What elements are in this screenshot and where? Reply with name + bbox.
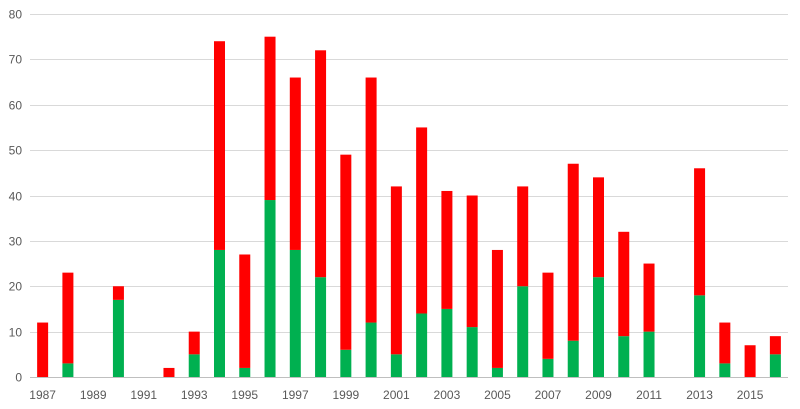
bar-segment-1997-series-2 [289, 77, 301, 250]
bar-segment-2011-series-2 [643, 263, 655, 332]
bar-segment-2006-series-2 [517, 186, 529, 287]
bar-segment-1988-series-2 [62, 272, 74, 364]
bars [37, 36, 781, 378]
bar-segment-2014-series-1 [719, 363, 731, 377]
x-tick-label: 2007 [535, 388, 562, 402]
bar-segment-2007-series-1 [542, 358, 554, 377]
bar-segment-2002-series-1 [416, 313, 428, 377]
bar-segment-1995-series-1 [239, 367, 251, 377]
bar-segment-2010-series-2 [618, 231, 630, 337]
bar-segment-1998-series-1 [315, 277, 327, 377]
bar-segment-2005-series-1 [491, 367, 503, 377]
bar-segment-2003-series-1 [441, 308, 453, 377]
bar-segment-1992-series-2 [163, 367, 175, 377]
bar-segment-1994-series-1 [214, 249, 225, 377]
y-axis-tick-labels: 0 10 20 30 40 50 60 70 80 [9, 8, 23, 385]
x-tick-label: 2011 [636, 388, 662, 402]
x-tick-label: 2015 [737, 388, 764, 402]
bar-segment-2009-series-1 [593, 277, 604, 377]
bar-segment-1987-series-2 [37, 322, 49, 377]
bar-segment-2001-series-1 [390, 354, 402, 377]
bar-segment-1997-series-1 [289, 249, 301, 377]
y-tick-label: 20 [9, 280, 23, 294]
x-tick-label: 2009 [585, 388, 612, 402]
x-axis-tick-labels: 1987 1989 1991 1993 1995 1997 1999 2001 2003 2005… [29, 388, 763, 402]
x-tick-label: 1995 [231, 388, 258, 402]
y-tick-label: 70 [9, 53, 23, 67]
y-tick-label: 10 [9, 326, 23, 340]
y-tick-label: 50 [9, 144, 23, 158]
x-tick-label: 1993 [181, 388, 208, 402]
bar-segment-1998-series-2 [315, 50, 327, 278]
bar-segment-2010-series-1 [618, 336, 630, 377]
bar-segment-2006-series-1 [517, 286, 529, 377]
bar-segment-1999-series-1 [340, 349, 352, 377]
bar-segment-1993-series-1 [188, 354, 200, 377]
bar-segment-2002-series-2 [416, 127, 428, 314]
y-tick-label: 60 [9, 99, 23, 113]
y-tick-label: 40 [9, 190, 23, 204]
x-tick-label: 1999 [332, 388, 359, 402]
x-tick-label: 1989 [80, 388, 107, 402]
x-tick-label: 1997 [282, 388, 309, 402]
bar-segment-1994-series-2 [214, 41, 225, 250]
x-tick-label: 2013 [686, 388, 713, 402]
bar-segment-1990-series-1 [112, 299, 124, 377]
bar-segment-2008-series-2 [567, 163, 579, 341]
y-tick-label: 80 [9, 8, 23, 22]
bar-segment-2015-series-2 [744, 345, 756, 377]
bar-segment-1999-series-2 [340, 154, 352, 350]
bar-segment-2000-series-2 [365, 77, 377, 323]
bar-segment-2011-series-1 [643, 331, 655, 378]
bar-segment-2008-series-1 [567, 340, 579, 377]
y-tick-label: 0 [15, 371, 22, 385]
gridlines [30, 14, 788, 333]
x-tick-label: 2005 [484, 388, 511, 402]
bar-segment-1995-series-2 [239, 254, 251, 368]
bar-segment-2014-series-2 [719, 322, 731, 364]
bar-segment-2004-series-2 [466, 195, 478, 328]
bar-segment-2005-series-2 [491, 249, 503, 368]
bar-segment-2016-series-1 [769, 354, 781, 377]
x-tick-label: 2003 [434, 388, 461, 402]
bar-segment-1990-series-2 [112, 286, 124, 300]
x-tick-label: 2001 [383, 388, 410, 402]
bar-segment-1993-series-2 [188, 331, 200, 355]
bar-segment-2016-series-2 [769, 336, 781, 355]
bar-segment-2000-series-1 [365, 322, 377, 377]
bar-segment-1988-series-1 [62, 363, 74, 377]
bar-segment-2004-series-1 [466, 327, 478, 377]
bar-segment-2007-series-2 [542, 272, 554, 359]
bar-segment-1996-series-1 [264, 200, 276, 377]
bar-segment-1996-series-2 [264, 36, 276, 201]
y-tick-label: 30 [9, 235, 23, 249]
bar-segment-2009-series-2 [593, 177, 604, 278]
bar-segment-2001-series-2 [390, 186, 402, 355]
bar-segment-2013-series-1 [694, 295, 706, 377]
bar-segment-2013-series-2 [694, 168, 706, 296]
x-tick-label: 1987 [29, 388, 56, 402]
bar-segment-2003-series-2 [441, 190, 453, 309]
x-tick-label: 1991 [130, 388, 157, 402]
